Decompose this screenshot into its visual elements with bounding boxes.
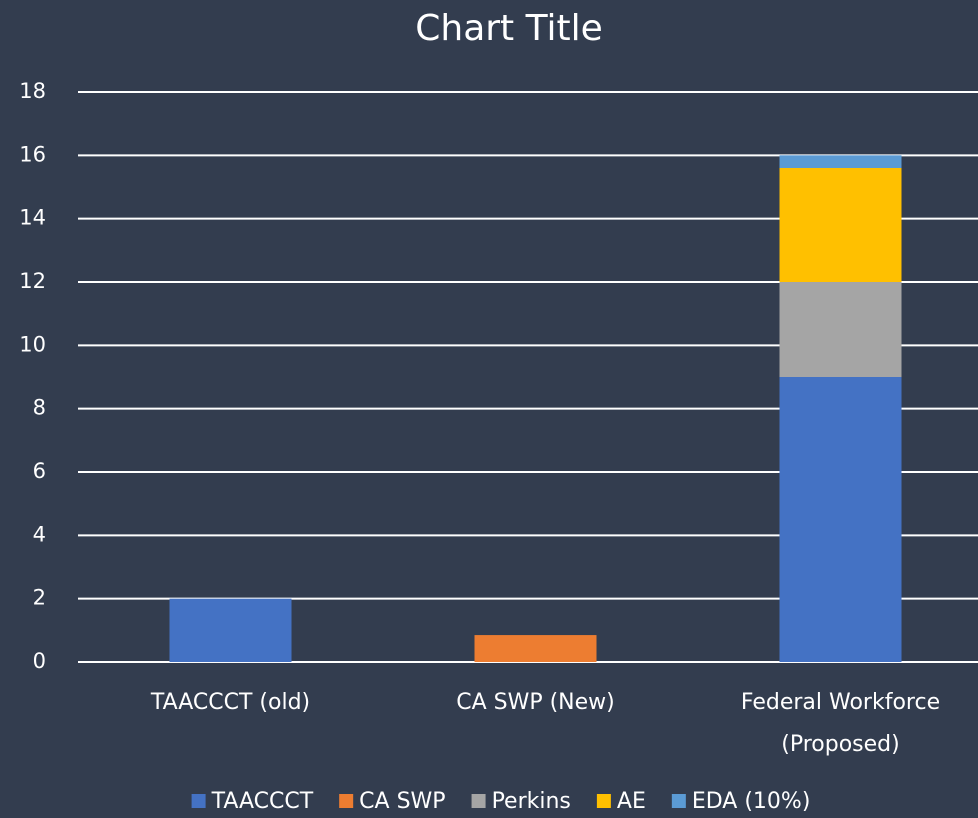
- bar-segment: [779, 155, 902, 168]
- legend-swatch: [596, 794, 611, 808]
- y-tick-label: 18: [19, 79, 46, 103]
- x-tick-label: Federal Workforce (Proposed): [741, 690, 940, 757]
- bar-segment: [169, 598, 292, 662]
- x-tick-label: CA SWP (New): [456, 690, 615, 715]
- bar-segment: [779, 168, 902, 282]
- y-tick-label: 0: [33, 649, 46, 673]
- legend: TAACCCT CA SWP Perkins AE EDA (10%): [191, 789, 811, 814]
- y-tick-label: 10: [19, 332, 46, 356]
- bar-segment: [779, 377, 902, 662]
- bar-segment: [779, 282, 902, 377]
- y-tick-label: 4: [33, 522, 46, 546]
- legend-swatch: [471, 794, 486, 808]
- y-tick-label: 16: [19, 142, 46, 166]
- chart-title: Chart Title: [415, 8, 603, 49]
- legend-label: EDA (10%): [692, 789, 811, 814]
- legend-swatch: [191, 794, 206, 808]
- x-tick-label: TAACCCT (old): [150, 690, 310, 715]
- y-tick-label: 12: [19, 269, 46, 293]
- y-tick-label: 6: [33, 459, 46, 483]
- legend-label: CA SWP: [359, 789, 445, 814]
- bar-segment: [474, 635, 597, 662]
- y-tick-label: 2: [33, 586, 46, 610]
- y-tick-label: 8: [33, 396, 46, 420]
- legend-swatch: [339, 794, 354, 808]
- legend-label: Perkins: [492, 789, 571, 814]
- legend-label: AE: [617, 789, 646, 814]
- y-tick-label: 14: [19, 206, 46, 230]
- legend-swatch: [671, 794, 686, 808]
- legend-label: TAACCCT: [211, 789, 314, 814]
